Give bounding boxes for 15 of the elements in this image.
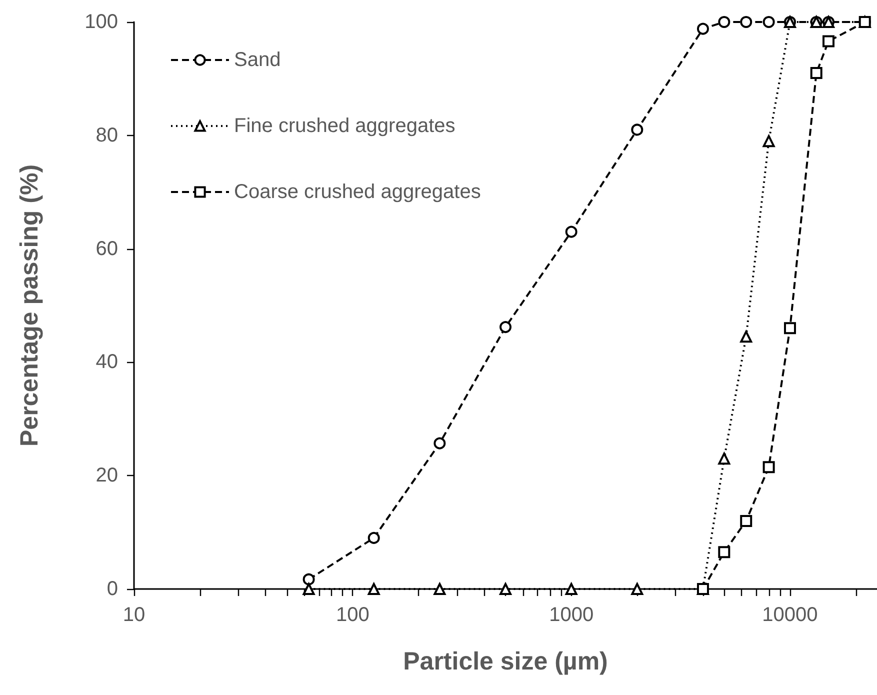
y-tick-label: 20 [96,464,118,487]
x-tick-label: 10000 [762,604,818,626]
y-tick-label: 100 [84,11,118,33]
x-tick-label: 1000 [549,604,594,626]
y-tick-label: 60 [96,238,118,260]
y-tick-label: 80 [96,124,118,146]
x-tick-label: 10 [122,604,146,626]
legend-label: Fine crushed aggregates [234,115,456,137]
legend-label: Coarse crushed aggregates [234,181,481,203]
y-axis-title: Percentage passing (%) [16,164,44,447]
x-axis-title: Particle size (µm) [403,648,608,676]
y-tick-label: 40 [96,351,118,374]
y-tick-label: 0 [106,578,118,600]
x-tick-label: 100 [336,604,370,626]
legend-label: Sand [234,49,281,71]
